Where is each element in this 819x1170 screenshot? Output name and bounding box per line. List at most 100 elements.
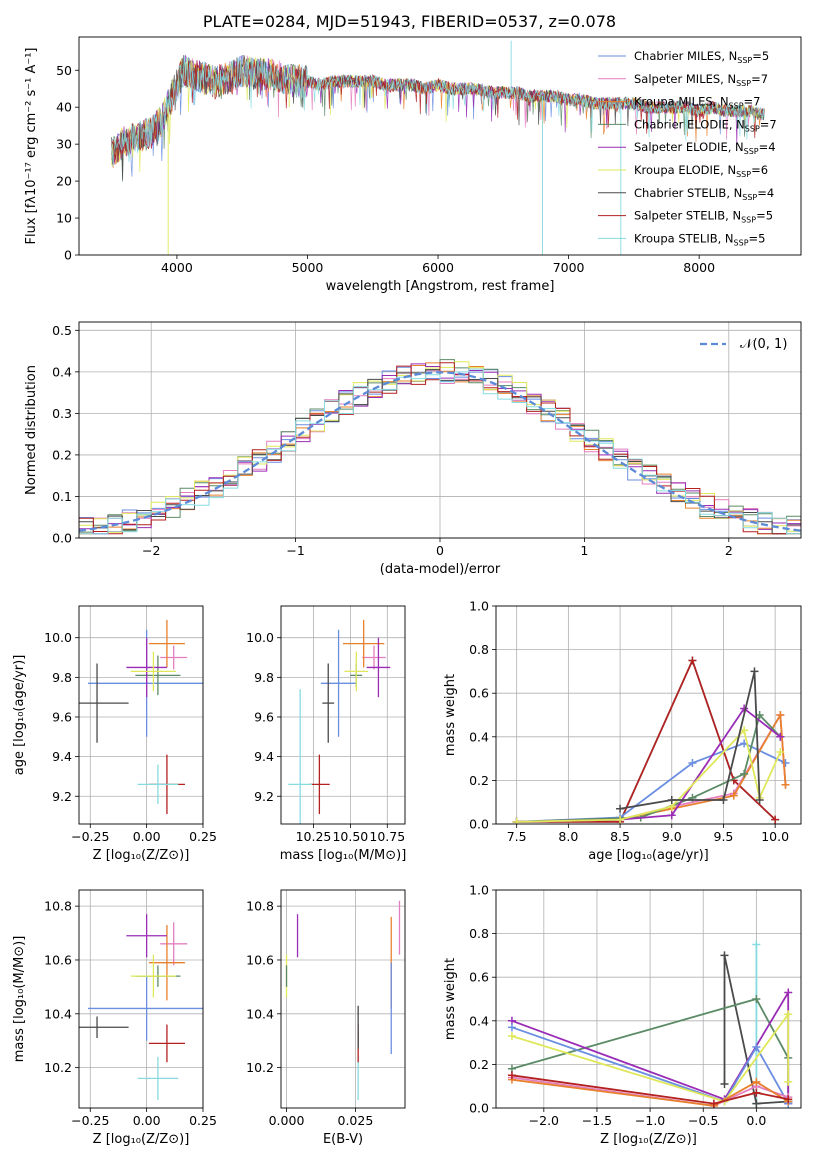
spectrum-panel: 4000 5000 6000 7000 8000 0 10 20 30 40 50 wavelengt… bbox=[24, 36, 802, 294]
errorbar-point bbox=[322, 663, 335, 743]
x-tick-label: 9.5 bbox=[714, 829, 734, 844]
legend-label: Kroupa MILES, NSSP=7 bbox=[634, 95, 760, 111]
plus-marker bbox=[755, 796, 764, 805]
y-tick-label: 50 bbox=[56, 63, 72, 78]
x-tick-label: 0.25 bbox=[189, 1113, 217, 1128]
errorbar-point bbox=[160, 645, 188, 670]
y-tick-label: 1.0 bbox=[469, 599, 489, 614]
weight-series bbox=[511, 1078, 789, 1107]
legend-label: Chabrier STELIB, NSSP=4 bbox=[634, 186, 774, 202]
legend-label: Kroupa ELODIE, NSSP=6 bbox=[634, 163, 768, 179]
x-tick-label: 4000 bbox=[161, 260, 193, 275]
x-tick-label: 2 bbox=[725, 543, 733, 558]
y-tick-label: 0.4 bbox=[469, 729, 489, 744]
errorbar-point bbox=[130, 651, 176, 692]
errorbar-point bbox=[126, 637, 167, 698]
y-tick-label: 0.2 bbox=[52, 447, 72, 462]
plus-marker bbox=[752, 1042, 761, 1051]
axes-frame bbox=[495, 605, 802, 825]
legend-label: 𝒩(0, 1) bbox=[740, 337, 787, 352]
spectrum-line bbox=[111, 55, 765, 167]
legend-label: Salpeter MILES, NSSP=7 bbox=[634, 72, 768, 88]
y-tick-label: 0.0 bbox=[469, 817, 489, 832]
errorbar-point bbox=[130, 954, 176, 998]
weight-series bbox=[516, 742, 786, 823]
errorbar-point bbox=[135, 655, 181, 696]
errorbar-point bbox=[137, 764, 179, 805]
errorbar-point bbox=[148, 619, 185, 668]
y-tick-label: 9.2 bbox=[52, 789, 72, 804]
y-tick-label: 0.3 bbox=[52, 406, 72, 421]
errorbar-point bbox=[344, 651, 369, 692]
plus-marker bbox=[709, 1099, 718, 1108]
y-tick-label: 0.6 bbox=[469, 686, 489, 701]
x-tick-label: 7000 bbox=[553, 260, 585, 275]
plus-marker bbox=[740, 769, 749, 778]
y-tick-label: 9.6 bbox=[254, 709, 274, 724]
residuals-plot bbox=[79, 359, 801, 535]
mass-vs-EBV-panel: 0.000 0.025 10.2 10.4 10.6 10.8 E(B-V) bbox=[246, 889, 406, 1147]
plus-marker bbox=[776, 711, 785, 719]
errorbar-point bbox=[137, 1056, 179, 1100]
x-tick-label: −0.5 bbox=[688, 1113, 718, 1128]
histogram-series bbox=[79, 362, 801, 535]
x-tick-label: 0.025 bbox=[338, 1113, 374, 1128]
y-tick-label: 9.4 bbox=[52, 749, 72, 764]
errorbar-point bbox=[343, 619, 385, 668]
weight-series bbox=[511, 1026, 789, 1105]
y-tick-label: 20 bbox=[56, 174, 72, 189]
y-tick-label: 10.6 bbox=[44, 952, 72, 967]
y-tick-label: 1.0 bbox=[469, 883, 489, 898]
plus-marker bbox=[750, 667, 759, 676]
x-tick-label: −2 bbox=[142, 543, 160, 558]
y-tick-label: 0.4 bbox=[469, 1013, 489, 1028]
legend-label: Kroupa STELIB, NSSP=5 bbox=[634, 231, 765, 247]
plus-marker bbox=[720, 951, 729, 960]
plus-marker bbox=[720, 1080, 729, 1089]
y-tick-label: 0.0 bbox=[469, 1101, 489, 1116]
y-tick-label: 0.0 bbox=[52, 531, 72, 546]
plus-marker bbox=[616, 804, 625, 813]
x-tick-label: −1.0 bbox=[635, 1113, 665, 1128]
weight-series bbox=[511, 1011, 790, 1103]
errorbar-point bbox=[148, 1024, 185, 1063]
plus-marker bbox=[784, 988, 793, 997]
plus-marker bbox=[771, 815, 780, 824]
errorbar-point bbox=[366, 637, 391, 698]
y-tick-label: 0.2 bbox=[469, 773, 489, 788]
x-tick-label: −2.0 bbox=[529, 1113, 559, 1128]
y-tick-label: 10 bbox=[56, 211, 72, 226]
y-tick-label: 10.4 bbox=[44, 1006, 72, 1021]
legend-label: Chabrier ELODIE, NSSP=7 bbox=[634, 117, 777, 133]
errorbar-point bbox=[320, 629, 357, 737]
x-axis-label: wavelength [Angstrom, rest frame] bbox=[326, 279, 555, 294]
x-tick-label: 0.00 bbox=[133, 1113, 161, 1128]
y-tick-label: 10.2 bbox=[246, 1060, 274, 1075]
x-axis-label: age [log₁₀(age/yr)] bbox=[588, 848, 709, 863]
errorbar-point bbox=[126, 914, 167, 958]
x-tick-label: 0.000 bbox=[269, 1113, 305, 1128]
x-tick-label: 9.0 bbox=[662, 829, 682, 844]
errorbar-point bbox=[88, 976, 203, 1041]
y-tick-label: 0.8 bbox=[469, 642, 489, 657]
weight-series bbox=[511, 1074, 789, 1105]
spectrum-plot bbox=[111, 40, 765, 255]
x-tick-label: 1 bbox=[580, 543, 588, 558]
x-tick-label: −1.5 bbox=[582, 1113, 612, 1128]
y-tick-label: 10.2 bbox=[44, 1060, 72, 1075]
errorbar-point bbox=[79, 1016, 129, 1039]
plus-marker bbox=[507, 1023, 516, 1032]
x-tick-label: 6000 bbox=[422, 260, 454, 275]
plus-marker bbox=[667, 796, 676, 805]
plus-marker bbox=[752, 940, 761, 949]
plus-marker bbox=[776, 748, 785, 757]
figure-title: PLATE=0284, MJD=51943, FIBERID=0537, z=0… bbox=[202, 12, 617, 31]
histogram-series bbox=[79, 368, 801, 535]
y-tick-label: 10.0 bbox=[246, 630, 274, 645]
mass-vs-Z-plot bbox=[79, 914, 203, 1100]
y-tick-label: 10.4 bbox=[246, 1006, 274, 1021]
plus-marker bbox=[784, 1077, 793, 1086]
age-vs-Z-plot bbox=[79, 619, 203, 815]
x-axis-label: Z [log₁₀(Z/Z⊙)] bbox=[600, 1132, 697, 1147]
weight-series bbox=[516, 728, 782, 823]
